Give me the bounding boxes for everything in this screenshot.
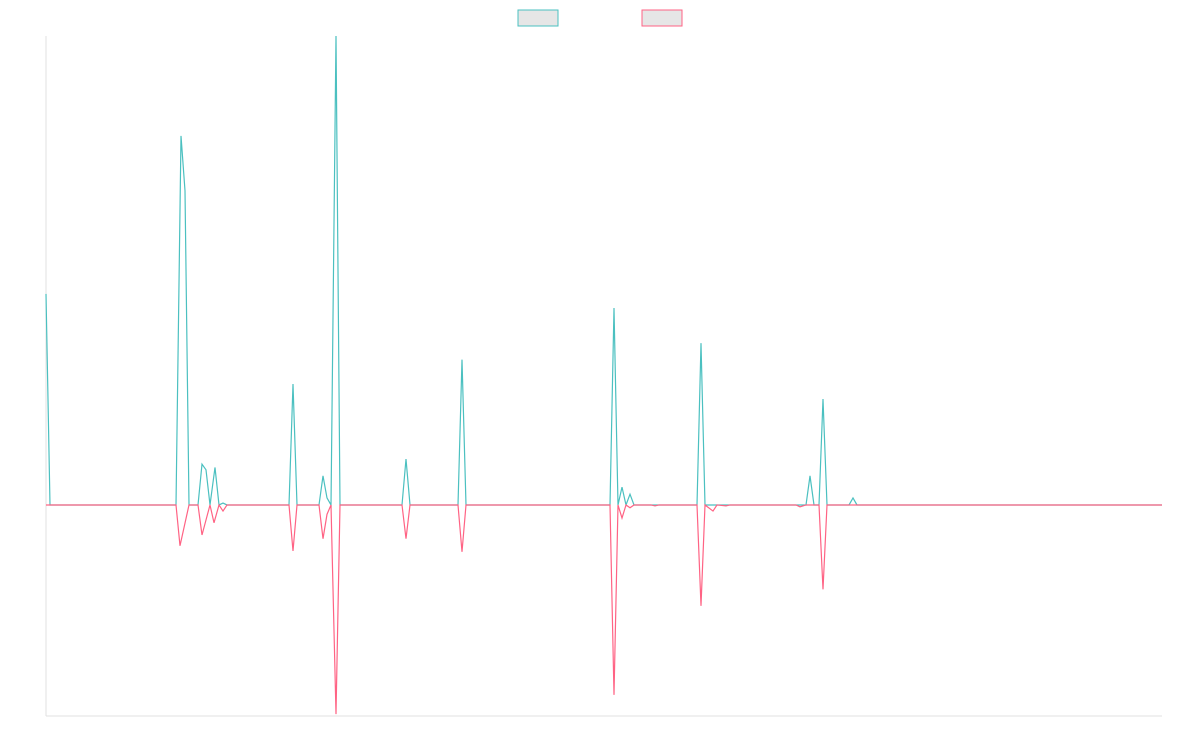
series-line bbox=[46, 503, 1162, 715]
series-line bbox=[45, 35, 1162, 508]
legend-swatch[interactable] bbox=[641, 9, 683, 27]
legend-swatch[interactable] bbox=[517, 9, 559, 27]
